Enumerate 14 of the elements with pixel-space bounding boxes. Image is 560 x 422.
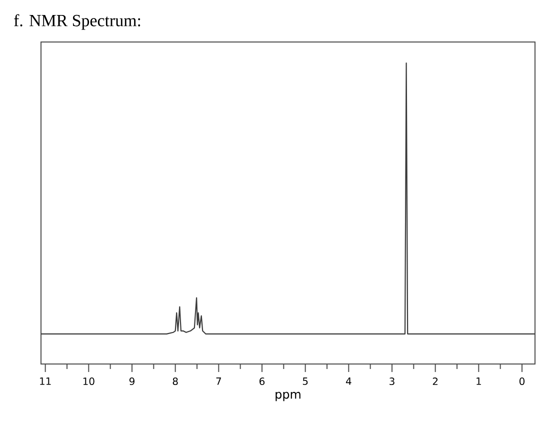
x-tick-label: 5 [302, 378, 308, 385]
x-tick-label: 3 [390, 378, 394, 386]
x-tick-label: 1 [476, 378, 481, 385]
x-tick-label: 10 [83, 378, 94, 386]
x-tick-label: 0 [519, 378, 525, 386]
x-tick-label: 9 [129, 378, 134, 386]
x-tick-label: 8 [172, 378, 178, 386]
x-tick-label: 11 [40, 378, 51, 385]
x-tick-label: 2 [432, 378, 438, 385]
x-tick-label: 7 [216, 378, 221, 385]
x-tick-label: 4 [346, 378, 352, 385]
x-tick-label: 6 [260, 378, 265, 386]
x-axis-title: ppm [276, 392, 300, 402]
chart-title: f. NMR Spectrum: [14, 14, 140, 30]
